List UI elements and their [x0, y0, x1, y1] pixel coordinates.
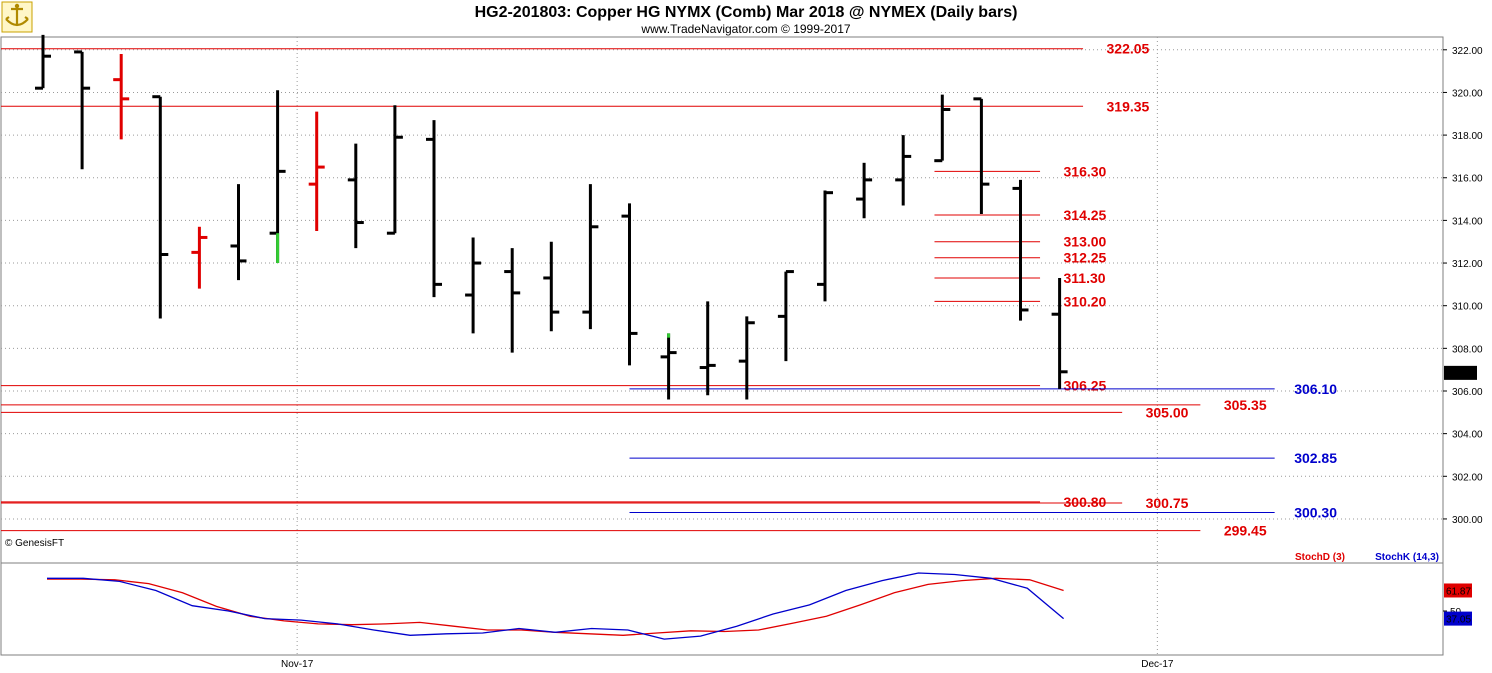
level-label: 300.80 [1064, 494, 1107, 510]
ohlc-bar [738, 316, 755, 400]
y-tick-label: 318.00 [1452, 131, 1483, 142]
ohlc-bar [269, 90, 286, 264]
svg-text:61.87: 61.87 [1446, 586, 1471, 597]
level-label: 299.45 [1224, 523, 1267, 539]
ohlc-bar [113, 54, 130, 140]
y-tick-label: 316.00 [1452, 174, 1483, 185]
ohlc-bar [347, 143, 364, 249]
y-tick-label: 306.00 [1452, 387, 1483, 398]
ohlc-bar [504, 248, 521, 353]
stoch-k-legend: StochK (14,3) [1375, 552, 1439, 563]
ohlc-bar [74, 50, 91, 170]
chart-title: HG2-201803: Copper HG NYMX (Comb) Mar 20… [475, 4, 1018, 21]
level-label: 313.00 [1064, 234, 1107, 250]
price-bars [35, 34, 1068, 400]
ohlc-bar [934, 94, 951, 163]
ohlc-bar [465, 237, 482, 334]
level-label: 300.75 [1146, 495, 1189, 511]
y-tick-label: 322.00 [1452, 46, 1483, 57]
x-tick-label: Dec-17 [1141, 659, 1174, 670]
level-label: 319.35 [1107, 98, 1150, 114]
ohlc-bar [699, 301, 716, 396]
ohlc-bar [660, 333, 677, 400]
stoch-k-value: 37.05 [1444, 611, 1472, 626]
level-label: 306.10 [1294, 381, 1337, 397]
ohlc-bar [35, 34, 51, 90]
ohlc-bar [543, 241, 560, 332]
svg-text:306.85: 306.85 [1446, 369, 1477, 380]
price-axis: 322.00 320.00 318.00 316.00 314.00 312.00 310.… [1443, 46, 1483, 526]
level-label: 311.30 [1064, 270, 1106, 286]
level-label: 305.00 [1146, 404, 1189, 420]
y-tick-label: 310.00 [1452, 302, 1483, 313]
stoch-d-value: 61.87 [1444, 583, 1472, 598]
ohlc-bar [856, 162, 873, 219]
ohlc-bar [895, 135, 912, 206]
level-label: 310.20 [1064, 293, 1107, 309]
copyright-label: © GenesisFT [5, 538, 64, 549]
ohlc-bar [308, 111, 325, 232]
ohlc-bar [621, 203, 638, 366]
y-tick-label: 302.00 [1452, 472, 1483, 483]
ohlc-bar [230, 184, 247, 281]
level-label: 300.30 [1294, 505, 1337, 521]
last-price-marker: 306.85 [1444, 365, 1477, 380]
y-tick-label: 304.00 [1452, 430, 1483, 441]
ohlc-bar [152, 95, 169, 319]
ship-anchor-logo-icon [1, 1, 33, 33]
level-label: 305.35 [1224, 397, 1267, 413]
level-label: 316.30 [1064, 163, 1107, 179]
ohlc-bar [386, 105, 403, 235]
ohlc-bar [582, 184, 599, 330]
svg-text:37.05: 37.05 [1446, 615, 1471, 626]
level-label: 322.05 [1107, 41, 1150, 57]
y-tick-label: 320.00 [1452, 88, 1483, 99]
ohlc-bar [973, 97, 990, 214]
y-tick-label: 300.00 [1452, 515, 1483, 526]
ohlc-bar [1051, 277, 1068, 389]
y-tick-label: 314.00 [1452, 216, 1483, 227]
ohlc-bar [777, 270, 794, 362]
date-axis: Nov-17 Dec-17 [281, 659, 1174, 670]
ohlc-bar [191, 226, 208, 289]
level-label: 306.25 [1064, 378, 1107, 394]
x-tick-label: Nov-17 [281, 659, 314, 670]
level-label: 314.25 [1064, 207, 1107, 223]
stoch-k-line [47, 572, 1065, 640]
y-tick-label: 312.00 [1452, 259, 1483, 270]
level-label: 302.85 [1294, 450, 1337, 466]
ohlc-bar [1012, 179, 1029, 321]
chart-frame [0, 36, 1444, 656]
ohlc-bar [817, 190, 833, 302]
y-tick-label: 308.00 [1452, 344, 1483, 355]
chart-subtitle: www.TradeNavigator.com © 1999-2017 [640, 22, 850, 36]
ohlc-bar [426, 120, 442, 298]
level-label: 312.25 [1064, 250, 1107, 266]
grid [1, 37, 1443, 655]
stoch-d-legend: StochD (3) [1295, 552, 1345, 563]
